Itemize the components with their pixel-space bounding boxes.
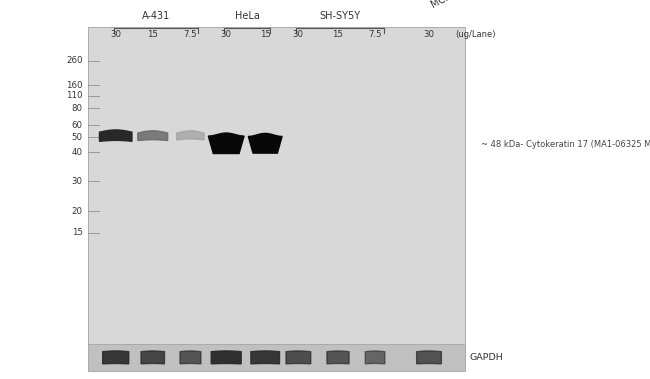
Polygon shape <box>251 351 280 364</box>
Text: 80: 80 <box>72 103 83 113</box>
Polygon shape <box>141 351 164 364</box>
Text: 15: 15 <box>260 30 270 39</box>
Text: 15: 15 <box>333 30 343 39</box>
Text: SH-SY5Y: SH-SY5Y <box>319 11 360 21</box>
Polygon shape <box>103 351 129 364</box>
Text: 15: 15 <box>72 228 83 237</box>
Text: 60: 60 <box>72 121 83 130</box>
Text: 30: 30 <box>424 30 434 39</box>
Bar <box>88 344 465 371</box>
Text: 7.5: 7.5 <box>184 30 197 39</box>
Polygon shape <box>99 130 132 141</box>
Text: 30: 30 <box>221 30 231 39</box>
Text: (ug/Lane): (ug/Lane) <box>455 30 495 39</box>
Polygon shape <box>180 351 201 364</box>
Text: 30: 30 <box>72 177 83 186</box>
Text: 20: 20 <box>72 207 83 216</box>
Text: ~ 48 kDa- Cytokeratin 17 (MA1-06325 Mouse / IgG2b HRP): ~ 48 kDa- Cytokeratin 17 (MA1-06325 Mous… <box>481 140 650 149</box>
Text: 260: 260 <box>66 56 83 65</box>
Text: 110: 110 <box>66 91 83 100</box>
Bar <box>88 27 465 347</box>
Text: 30: 30 <box>111 30 121 39</box>
Text: 40: 40 <box>72 148 83 157</box>
Text: 50: 50 <box>72 133 83 142</box>
Polygon shape <box>327 351 349 364</box>
Text: MCF7: MCF7 <box>429 0 458 9</box>
Text: 30: 30 <box>293 30 304 39</box>
Text: A-431: A-431 <box>142 11 170 21</box>
Text: 160: 160 <box>66 81 83 90</box>
Polygon shape <box>286 351 311 364</box>
Text: HeLa: HeLa <box>235 11 259 21</box>
Text: GAPDH: GAPDH <box>470 353 504 362</box>
Text: 15: 15 <box>148 30 158 39</box>
Polygon shape <box>177 131 204 140</box>
Polygon shape <box>417 351 441 364</box>
Polygon shape <box>365 351 385 364</box>
Polygon shape <box>208 133 244 153</box>
Polygon shape <box>211 351 241 364</box>
Polygon shape <box>248 133 282 153</box>
Text: 7.5: 7.5 <box>369 30 382 39</box>
Polygon shape <box>138 131 168 141</box>
